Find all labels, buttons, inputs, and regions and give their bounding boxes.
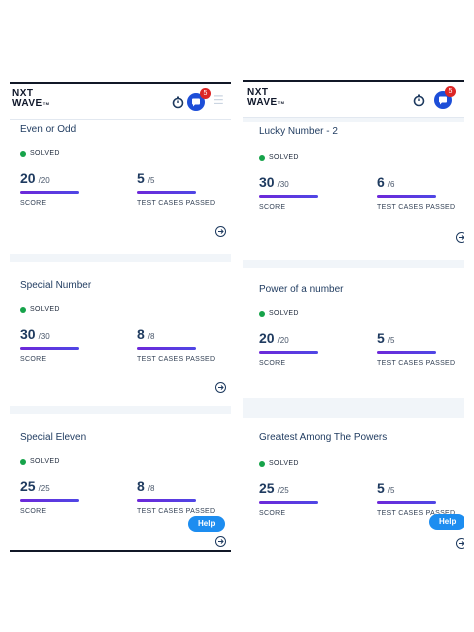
tests-metric: 5/5 TEST CASES PASSED <box>377 480 456 517</box>
problem-card[interactable]: Even or Odd SOLVED 20/20 SCORE 5/5 TEST … <box>10 120 231 254</box>
solved-status: SOLVED <box>259 460 299 467</box>
score-progress-bar <box>20 347 79 350</box>
notification-badge: 5 <box>200 88 211 99</box>
tests-progress-bar <box>137 347 196 350</box>
score-progress-bar <box>20 499 79 502</box>
tests-progress-bar <box>377 501 436 504</box>
tests-progress-bar <box>137 499 196 502</box>
score-metric: 20/20 SCORE <box>20 170 79 207</box>
problem-title: Even or Odd <box>20 124 77 135</box>
problem-card[interactable]: Special Eleven SOLVED 25/25 SCORE 8/8 TE… <box>10 414 231 550</box>
problem-title: Special Eleven <box>20 432 87 443</box>
top-navbar: NXT WAVETM 5 <box>243 82 464 118</box>
logo-tm: TM <box>42 101 50 106</box>
nxtwave-logo[interactable]: NXT WAVETM <box>12 89 50 109</box>
stopwatch-icon[interactable] <box>171 95 185 109</box>
tests-metric: 5/5 TEST CASES PASSED <box>377 330 456 367</box>
problem-title: Greatest Among The Powers <box>259 432 388 443</box>
tests-progress-bar <box>377 195 436 198</box>
tests-metric: 5/5 TEST CASES PASSED <box>137 170 216 207</box>
score-metric: 25/25 SCORE <box>20 478 79 515</box>
score-metric: 30/30 SCORE <box>259 174 318 211</box>
arrow-right-icon[interactable] <box>215 536 226 547</box>
help-button[interactable]: Help <box>429 514 464 530</box>
nxtwave-logo[interactable]: NXT WAVETM <box>247 88 285 108</box>
arrow-right-icon[interactable] <box>215 382 226 393</box>
score-progress-bar <box>259 501 318 504</box>
notification-badge: 5 <box>445 86 456 97</box>
solved-dot <box>20 458 26 465</box>
logo-line-1: NXT <box>12 88 34 99</box>
tests-metric: 6/6 TEST CASES PASSED <box>377 174 456 211</box>
logo-tm: TM <box>277 100 285 105</box>
problem-title: Lucky Number - 2 <box>259 126 338 137</box>
stopwatch-icon[interactable] <box>412 93 426 107</box>
problem-card[interactable]: Power of a number SOLVED 20/20 SCORE 5/5… <box>243 268 464 400</box>
problem-card[interactable]: Lucky Number - 2 SOLVED 30/30 SCORE 6/6 … <box>243 122 464 260</box>
tests-progress-bar <box>137 191 196 194</box>
logo-line-2: WAVE <box>12 98 43 109</box>
right-screen-lower: Greatest Among The Powers SOLVED 25/25 S… <box>243 398 464 552</box>
chat-icon[interactable] <box>187 93 205 111</box>
score-progress-bar <box>259 195 318 198</box>
solved-dot <box>259 310 265 317</box>
solved-dot <box>259 154 265 161</box>
arrow-right-icon[interactable] <box>456 538 464 549</box>
score-metric: 20/20 SCORE <box>259 330 318 367</box>
arrow-right-icon[interactable] <box>456 232 464 243</box>
tests-metric: 8/8 TEST CASES PASSED <box>137 326 216 363</box>
menu-icon[interactable]: ☰ <box>213 93 224 107</box>
score-metric: 25/25 SCORE <box>259 480 318 517</box>
solved-dot <box>20 306 26 313</box>
problem-card[interactable]: Special Number SOLVED 30/30 SCORE 8/8 TE… <box>10 262 231 406</box>
problem-title: Power of a number <box>259 284 344 295</box>
solved-dot <box>20 150 26 157</box>
arrow-right-icon[interactable] <box>215 226 226 237</box>
help-button[interactable]: Help <box>188 516 226 532</box>
problem-title: Special Number <box>20 280 92 291</box>
solved-status: SOLVED <box>20 458 60 465</box>
solved-status: SOLVED <box>20 306 60 313</box>
logo-line-2: WAVE <box>247 97 278 108</box>
score-progress-bar <box>20 191 79 194</box>
solved-status: SOLVED <box>259 310 299 317</box>
logo-line-1: NXT <box>247 87 269 98</box>
top-navbar: NXT WAVETM 5 ☰ <box>10 84 231 120</box>
tests-progress-bar <box>377 351 436 354</box>
right-screen: NXT WAVETM 5 Lucky Number - 2 SOLVED 30/… <box>243 80 464 400</box>
score-progress-bar <box>259 351 318 354</box>
score-metric: 30/30 SCORE <box>20 326 79 363</box>
solved-status: SOLVED <box>259 154 299 161</box>
tests-metric: 8/8 TEST CASES PASSED <box>137 478 216 515</box>
solved-status: SOLVED <box>20 150 60 157</box>
problem-card[interactable]: Greatest Among The Powers SOLVED 25/25 S… <box>243 418 464 552</box>
solved-dot <box>259 460 265 467</box>
left-screen: NXT WAVETM 5 ☰ Even or Odd SOLVED 20/20 … <box>10 82 231 552</box>
